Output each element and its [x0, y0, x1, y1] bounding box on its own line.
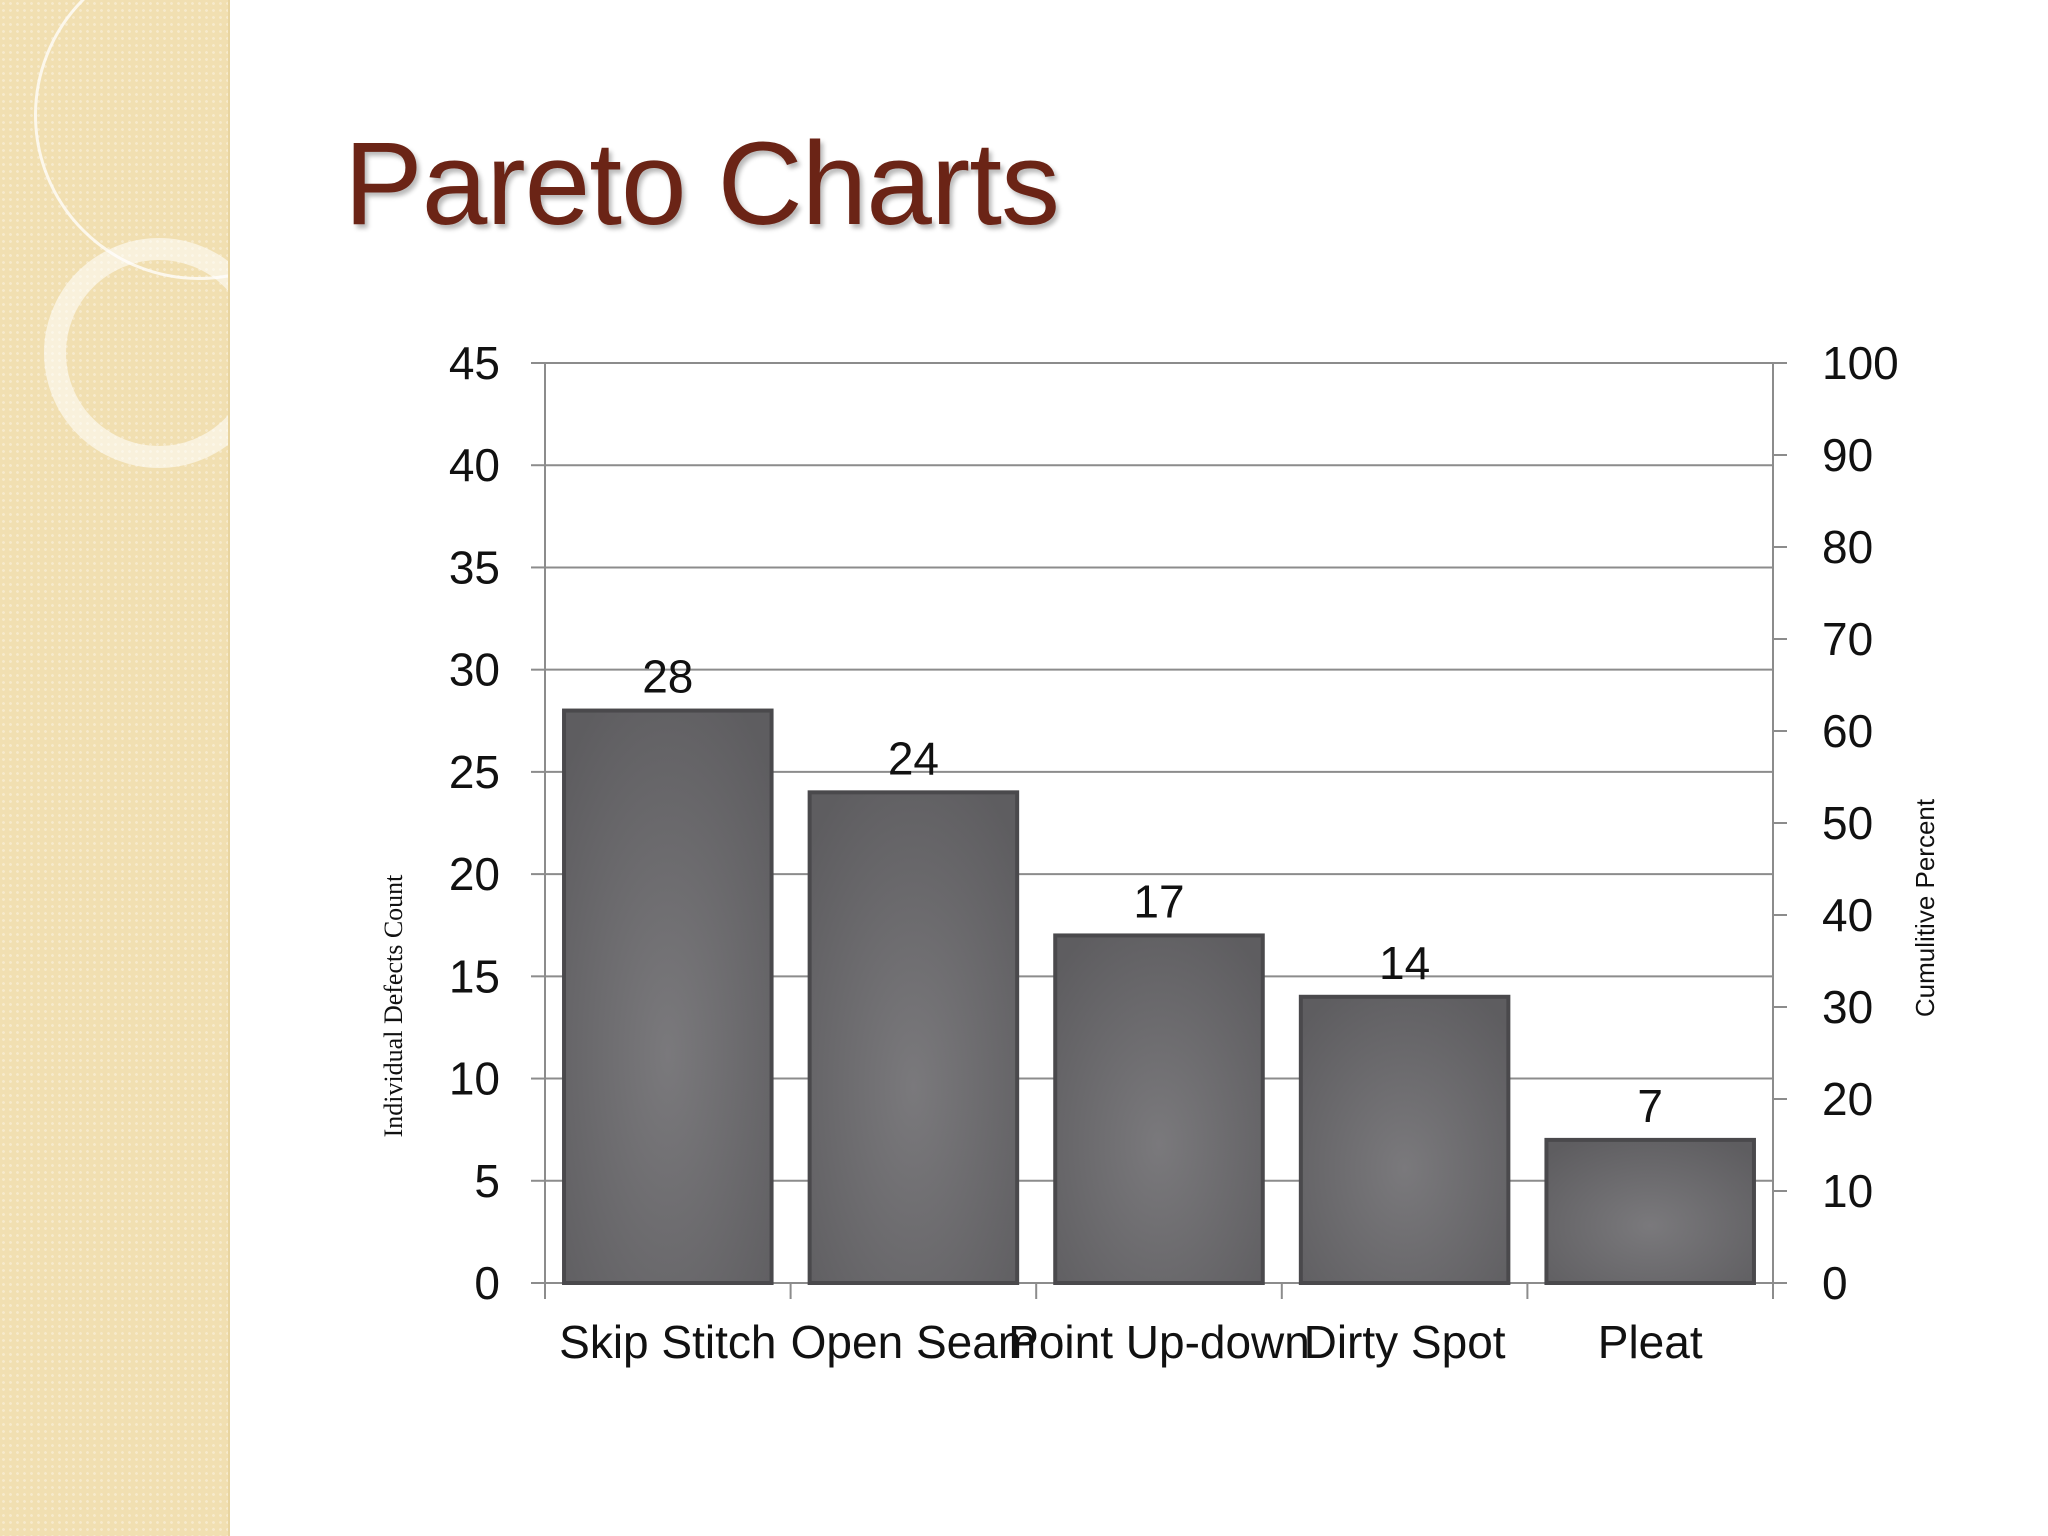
- y2-tick-label: 70: [1822, 613, 1873, 665]
- y2-axis-title: Cumulitive Percent: [1910, 798, 1940, 1017]
- data-label: 7: [1637, 1080, 1663, 1132]
- y-tick-label: 0: [474, 1257, 500, 1309]
- y-tick-label: 20: [449, 848, 500, 900]
- y2-tick-label: 80: [1822, 521, 1873, 573]
- decorative-sidebar: [0, 0, 230, 1536]
- bar: [562, 708, 774, 1285]
- data-label: 14: [1379, 937, 1430, 989]
- y-tick-label: 35: [449, 541, 500, 593]
- bar: [1298, 994, 1511, 1285]
- y-tick-label: 25: [449, 746, 500, 798]
- y-axis-title: Individual Defects Count: [379, 874, 408, 1138]
- y-tick-label: 10: [449, 1053, 500, 1105]
- bar: [1544, 1137, 1756, 1286]
- slide-title: Pareto Charts: [344, 118, 1060, 250]
- y2-tick-label: 90: [1822, 429, 1873, 481]
- data-label: 28: [642, 651, 693, 703]
- category-label: Skip Stitch: [559, 1316, 776, 1368]
- y2-tick-label: 60: [1822, 705, 1873, 757]
- category-label: Dirty Spot: [1304, 1316, 1506, 1368]
- y-tick-label: 5: [474, 1155, 500, 1207]
- bar: [1053, 933, 1265, 1285]
- y2-tick-label: 0: [1822, 1257, 1848, 1309]
- y2-tick-label: 20: [1822, 1073, 1873, 1125]
- y2-tick-label: 50: [1822, 797, 1873, 849]
- category-label: Pleat: [1598, 1316, 1703, 1368]
- y-tick-label: 40: [449, 439, 500, 491]
- data-label: 17: [1133, 875, 1184, 927]
- y2-tick-label: 30: [1822, 981, 1873, 1033]
- y2-tick-label: 40: [1822, 889, 1873, 941]
- category-label: Point Up-down: [1008, 1316, 1310, 1368]
- category-label: Open Seam: [791, 1316, 1036, 1368]
- y-tick-label: 15: [449, 950, 500, 1002]
- y2-tick-label: 10: [1822, 1165, 1873, 1217]
- y-tick-label: 30: [449, 644, 500, 696]
- data-label: 24: [888, 732, 939, 784]
- bar: [807, 790, 1020, 1285]
- y2-tick-label: 100: [1822, 337, 1899, 389]
- y-tick-label: 45: [449, 337, 500, 389]
